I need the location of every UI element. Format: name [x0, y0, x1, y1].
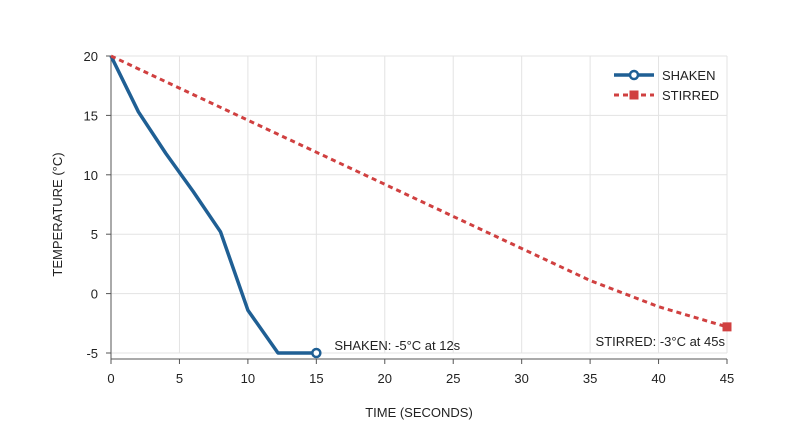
y-tick-label: 0	[91, 287, 98, 302]
x-tick-label: 30	[514, 371, 528, 386]
series-end-marker-shaken	[311, 347, 322, 359]
grid	[110, 55, 728, 354]
x-tick-label: 0	[107, 371, 114, 386]
annotation-shaken: SHAKEN: -5°C at 12s	[334, 338, 460, 353]
x-tick-label: 10	[241, 371, 255, 386]
x-tick-label: 5	[176, 371, 183, 386]
x-tick-label: 20	[378, 371, 392, 386]
legend-label-stirred: STIRRED	[662, 88, 719, 103]
tick-labels: 0 5 10 15 20 25 30 35 40 45 -5 0 5 10 15 20	[84, 49, 735, 386]
y-tick-label: 20	[84, 49, 98, 64]
y-tick-label: 15	[84, 108, 98, 123]
y-tick-label: -5	[86, 346, 98, 361]
legend: SHAKEN STIRRED	[614, 68, 719, 103]
annotation-stirred: STIRRED: -3°C at 45s	[596, 334, 726, 349]
y-axis-label: TEMPERATURE (°C)	[50, 152, 65, 276]
legend-marker-shaken	[628, 69, 640, 81]
legend-label-shaken: SHAKEN	[662, 68, 715, 83]
x-tick-label: 15	[309, 371, 323, 386]
axes	[106, 55, 728, 364]
y-tick-label: 10	[84, 168, 98, 183]
x-tick-label: 25	[446, 371, 460, 386]
series-lines	[109, 54, 732, 359]
series-line-shaken	[109, 55, 317, 355]
series-end-marker-stirred	[722, 322, 732, 332]
x-axis-label: TIME (SECONDS)	[365, 405, 473, 420]
legend-marker-stirred	[629, 90, 639, 100]
x-tick-label: 40	[651, 371, 665, 386]
annotations: SHAKEN: -5°C at 12s STIRRED: -3°C at 45s	[334, 334, 725, 353]
x-tick-label: 45	[720, 371, 734, 386]
y-tick-label: 5	[91, 227, 98, 242]
x-tick-label: 35	[583, 371, 597, 386]
